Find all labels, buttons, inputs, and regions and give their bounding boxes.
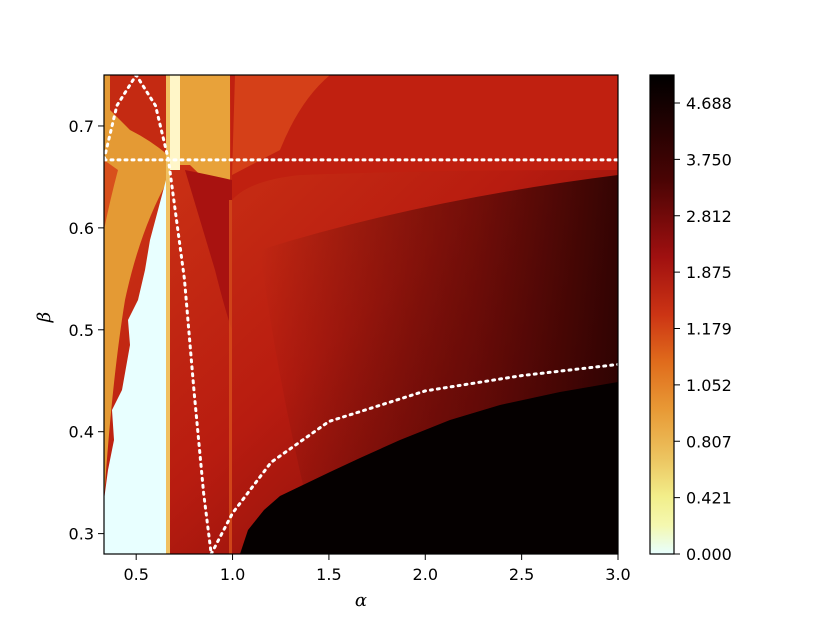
annotation-curve-right	[209, 362, 618, 554]
x-tick-label: 1.0	[220, 565, 245, 584]
x-tick-label: 2.0	[413, 565, 438, 584]
x-tick-label: 2.5	[509, 565, 534, 584]
heatmap-region-wedge-dark	[185, 170, 232, 330]
colorbar-tick-label: 4.688	[686, 94, 732, 113]
x-tick-label: 0.5	[123, 565, 148, 584]
colorbar-tick-label: 0.807	[686, 432, 732, 451]
x-tick-label: 1.5	[316, 565, 341, 584]
plot-frame	[103, 74, 619, 555]
heatmap-region-top-orange	[232, 75, 330, 175]
heatmap-plot-area	[104, 75, 618, 554]
heatmap-vertical-highlight	[170, 75, 180, 170]
colorbar-tick-label: 0.421	[686, 489, 732, 508]
y-axis-label: β	[34, 312, 55, 323]
heatmap-region-low	[104, 180, 166, 554]
colorbar-tick-label: 3.750	[686, 150, 732, 169]
colorbar-tick-label: 1.875	[686, 263, 732, 282]
y-axis-ticks: 0.3 0.4 0.5 0.6 0.7	[69, 117, 104, 544]
colorbar-tick-label: 0.000	[686, 545, 732, 564]
heatmap-region-left-edge-red	[104, 160, 118, 230]
heatmap-vertical-band-alpha-0.667	[166, 75, 170, 554]
colorbar-tick-label: 1.052	[686, 376, 732, 395]
y-tick-label: 0.7	[69, 117, 94, 136]
annotation-curve-left	[104, 75, 213, 554]
y-tick-label: 0.6	[69, 219, 94, 238]
heatmap-region-left-upper-red	[110, 75, 168, 155]
colorbar	[649, 74, 675, 555]
heatmap-region-left-orange	[104, 75, 168, 500]
colorbar-ticks: 0.000 0.421 0.807 1.052 1.179 1.875 2.812 3.750…	[674, 94, 732, 564]
x-tick-label: 3.0	[605, 565, 630, 584]
y-tick-label: 0.5	[69, 321, 94, 340]
heatmap-region-deep	[240, 382, 618, 554]
colorbar-tick-label: 1.179	[686, 320, 732, 339]
y-tick-label: 0.4	[69, 423, 94, 442]
heatmap-region-upper-right	[230, 75, 618, 200]
y-tick-label: 0.3	[69, 525, 94, 544]
colorbar-tick-label: 2.812	[686, 207, 732, 226]
heatmap-vertical-band-alpha-1	[229, 200, 232, 554]
x-axis-ticks: 0.5 1.0 1.5 2.0 2.5 3.0	[123, 554, 631, 584]
heatmap-region-mid-orange	[180, 75, 230, 200]
x-axis-label: α	[355, 590, 367, 611]
